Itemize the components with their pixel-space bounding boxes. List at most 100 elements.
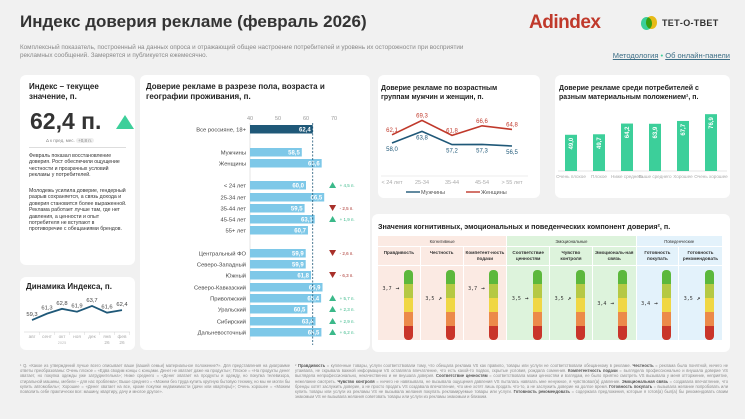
component-label: Компетент-ность подачи xyxy=(463,247,507,266)
footnote-term: Соответствие ценностям xyxy=(436,373,488,379)
bar xyxy=(250,317,316,326)
component-column: Компетент-ность подачи 3,7 → xyxy=(463,247,507,340)
bar xyxy=(250,271,312,280)
methodology-link[interactable]: Методология xyxy=(612,51,659,60)
bar-value-label: 65,5 xyxy=(308,330,320,336)
month-label: окт xyxy=(59,334,67,339)
component-label: Правдивость xyxy=(378,247,420,266)
data-label: 69,3 xyxy=(416,113,428,119)
arrow-right-icon: → xyxy=(654,300,658,307)
scale-segment xyxy=(662,326,672,340)
footnote-term: Чувство контроля xyxy=(337,378,375,384)
bar-value-label: 63,1 xyxy=(301,217,313,223)
month-label: фев xyxy=(118,334,127,339)
scale-segment xyxy=(446,298,456,312)
bar xyxy=(250,226,308,235)
category-label: Все россияне, 18+ xyxy=(196,128,246,134)
demographics-bar-chart: 40 50 60 70 Все россияне, 18+ 62,4 Мужчины 58,5… xyxy=(194,116,355,345)
index-value: 62,4 п. xyxy=(30,108,102,134)
scale-segment xyxy=(446,270,456,284)
bar xyxy=(677,120,689,171)
x-tick-label: 60 xyxy=(303,116,309,122)
page-title: Индекс доверия рекламе (февраль 2026) xyxy=(20,12,367,31)
data-label: 66,6 xyxy=(476,119,488,125)
triangle-up-icon xyxy=(329,306,337,312)
data-label: 63,8 xyxy=(416,135,428,141)
x-tick-label: 40 xyxy=(247,116,253,122)
scale-segment xyxy=(446,326,456,340)
tet-o-tvet-logo-text: ТЕТ-О-ТВЕТ xyxy=(662,18,719,28)
month-label: янв xyxy=(103,334,111,339)
dynamics-chart: 59,3 61,3 62,8 61,9 63,7 61,6 62,4 авг сент окт но… xyxy=(24,298,130,345)
bar xyxy=(705,114,717,171)
bar-value-label: 59,9 xyxy=(292,251,304,257)
bar-value-label: 59,9 xyxy=(292,262,304,268)
link-separator: • xyxy=(660,51,664,60)
value-text: 3,4 xyxy=(641,301,651,307)
scale-segment xyxy=(403,312,413,326)
data-label: 61,8 xyxy=(446,128,458,134)
component-value: 3,4 → xyxy=(641,300,658,307)
triangle-down-icon xyxy=(329,250,337,256)
scale-segment xyxy=(618,298,628,312)
footnote-term: Компетентность подачи xyxy=(568,368,618,374)
scale-segment xyxy=(532,312,542,326)
footnote-term: Готовность покупать xyxy=(609,383,653,389)
scale-segment xyxy=(575,312,585,326)
bar xyxy=(250,294,322,303)
legend-label: Мужчины xyxy=(421,190,445,196)
adindex-logo: Adindex xyxy=(529,12,601,33)
scale-segment xyxy=(489,284,499,298)
arrow-right-icon: → xyxy=(481,285,485,292)
dynamics-title: Динамика Индекса, п. xyxy=(26,282,112,291)
triangle-up-icon xyxy=(329,329,337,335)
delta-label: Δ к пред. мес. xyxy=(46,138,75,143)
scale-segment xyxy=(618,312,628,326)
category-label: Сибирский xyxy=(217,319,246,326)
bar-value-label: 65,6 xyxy=(308,161,320,167)
bar-value-label: 62,4 xyxy=(299,127,311,133)
year-label: 26 xyxy=(104,340,110,345)
delta-label: - 6,3 п. xyxy=(340,273,354,278)
scale-segment xyxy=(489,312,499,326)
scale-segment xyxy=(575,270,585,284)
delta-label: + 6,2 п. xyxy=(340,330,355,335)
data-label: 59,3 xyxy=(26,312,37,318)
value-text: 3,5 xyxy=(554,296,564,302)
month-label: дек xyxy=(88,334,96,339)
component-column: Соответствие ценностям 3,5 → xyxy=(507,247,551,340)
bar-value-label: 65,4 xyxy=(307,296,319,302)
bar xyxy=(250,260,306,269)
thermometer-scale xyxy=(704,270,714,340)
footnote-definition: = содержала предложения, которые я готов… xyxy=(295,389,728,400)
x-tick-label: 35-44 xyxy=(445,180,459,186)
x-tick-label: 70 xyxy=(331,116,337,122)
scale-segment xyxy=(446,284,456,298)
month-label: сент xyxy=(42,334,53,339)
triangle-down-icon xyxy=(329,272,337,278)
scale-segment xyxy=(403,284,413,298)
delta-label: + 5,7 п. xyxy=(340,296,355,301)
scale-segment xyxy=(532,270,542,284)
components-table: Когнитивные Правдивость 3,7 → Честность 3,5 ↗ К… xyxy=(378,236,723,340)
scale-segment xyxy=(489,270,499,284)
demographics-card: Доверие рекламе в разрезе пола, возраста… xyxy=(140,75,370,350)
index-card: Индекс – текущее значение, п. 62,4 п. Δ … xyxy=(20,75,135,265)
bar xyxy=(250,193,325,202)
bar-value-label: 60,7 xyxy=(294,228,306,234)
bar xyxy=(565,134,577,171)
components-card: Значения когнитивных, эмоциональных и по… xyxy=(372,214,730,352)
online-panel-link[interactable]: Об онлайн-панели xyxy=(665,51,730,60)
bar xyxy=(250,305,308,314)
footnote-term: Честность xyxy=(632,363,654,368)
footnote-1: ¹ Q. «Какое из утверждений лучше всего о… xyxy=(20,363,290,395)
triangle-up-icon xyxy=(329,295,337,301)
component-value: 3,5 ↗ xyxy=(425,295,442,302)
bar xyxy=(250,283,323,292)
scale-segment xyxy=(532,284,542,298)
data-label: 62,1 xyxy=(386,128,398,134)
tet-o-tvet-logo: ТЕТ-О-ТВЕТ xyxy=(641,15,719,31)
category-label: 25-34 лет xyxy=(220,196,246,202)
trend-up-icon xyxy=(116,115,134,129)
scale-segment xyxy=(446,312,456,326)
